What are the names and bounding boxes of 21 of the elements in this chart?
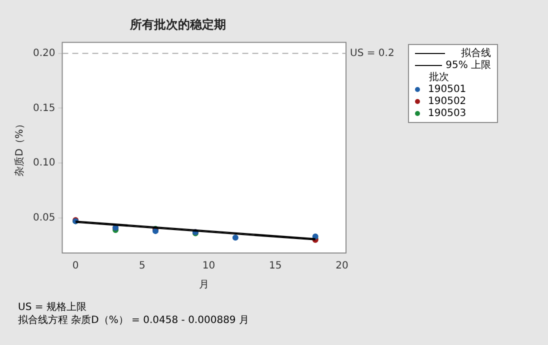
legend-label: 190503	[428, 108, 466, 118]
legend-label: 190502	[428, 96, 466, 106]
y-tick-label: 0.10	[33, 158, 56, 169]
y-axis-title: 杂质D（%）	[14, 119, 26, 176]
x-tick-label: 20	[336, 260, 348, 272]
ref-line-label: US = 0.2	[350, 48, 394, 59]
x-tick-label: 10	[202, 260, 216, 272]
y-tick-label: 0.15	[33, 102, 56, 114]
y-tick-label: 0.20	[33, 48, 56, 59]
legend-label: 拟合线	[461, 46, 491, 60]
text: 拟合线方程 杂质D（%） = 0.0458 - 0.000889 月	[18, 314, 249, 327]
legend-title: 批次	[428, 71, 450, 83]
chart-title: 所有批次的稳定期	[129, 17, 226, 32]
legend-label: 190501	[428, 84, 466, 94]
x-tick-label: 0	[72, 260, 79, 272]
legend-label: 95% 上限	[446, 58, 491, 72]
x-tick-label: 5	[139, 260, 146, 272]
y-tick-label: 0.05	[33, 212, 56, 224]
x-axis-title: 月	[199, 280, 210, 291]
x-tick-label: 15	[269, 260, 282, 272]
text: US = 规格上限	[18, 301, 88, 314]
